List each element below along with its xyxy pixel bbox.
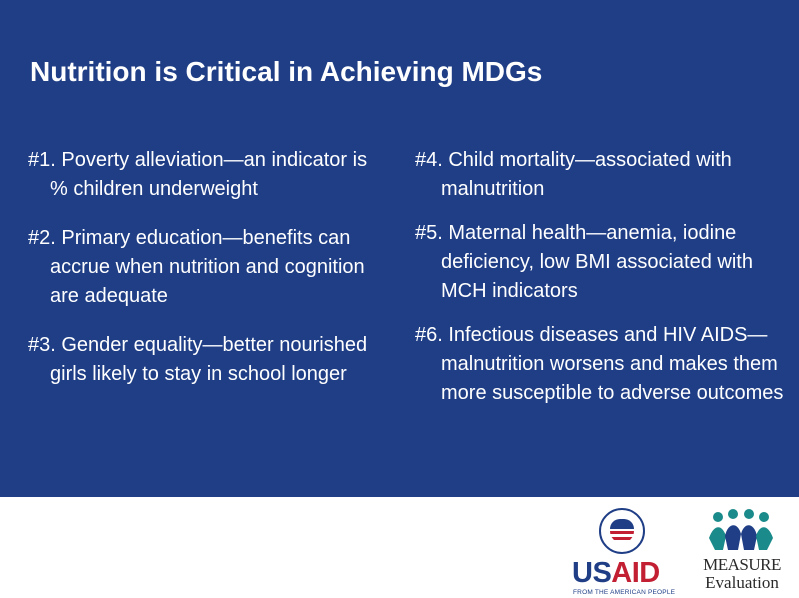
goal-item-5: #5. Maternal health—anemia, iodine defic… (415, 222, 753, 302)
goal-item-4: #4. Child mortality—associated with maln… (415, 149, 732, 200)
usaid-tagline: FROM THE AMERICAN PEOPLE (573, 589, 676, 596)
content-panel: Nutrition is Critical in Achieving MDGs … (0, 0, 799, 497)
measure-subtitle: Evaluation (705, 573, 779, 592)
goal-item-2: #2. Primary education—benefits can accru… (28, 227, 365, 307)
goal-item-1: #1. Poverty alleviation—an indicator is … (28, 149, 368, 200)
measure-evaluation-logo: MEASURE Evaluation (692, 508, 792, 592)
measure-name: MEASURE (703, 555, 781, 574)
goal-item-3: #3. Gender equality—better nourished gir… (28, 334, 368, 385)
people-figures-icon (709, 509, 773, 550)
usaid-seal-icon (599, 508, 645, 554)
goal-item-6: #6. Infectious diseases and HIV AIDS—mal… (415, 324, 784, 404)
slide-title: Nutrition is Critical in Achieving MDGs (30, 56, 543, 87)
usaid-wordmark: USAID (572, 557, 660, 589)
right-column: #4. Child mortality—associated with maln… (415, 146, 795, 423)
usaid-logo: USAID FROM THE AMERICAN PEOPLE (568, 508, 680, 596)
left-column: #1. Poverty alleviation—an indicator is … (28, 146, 383, 409)
